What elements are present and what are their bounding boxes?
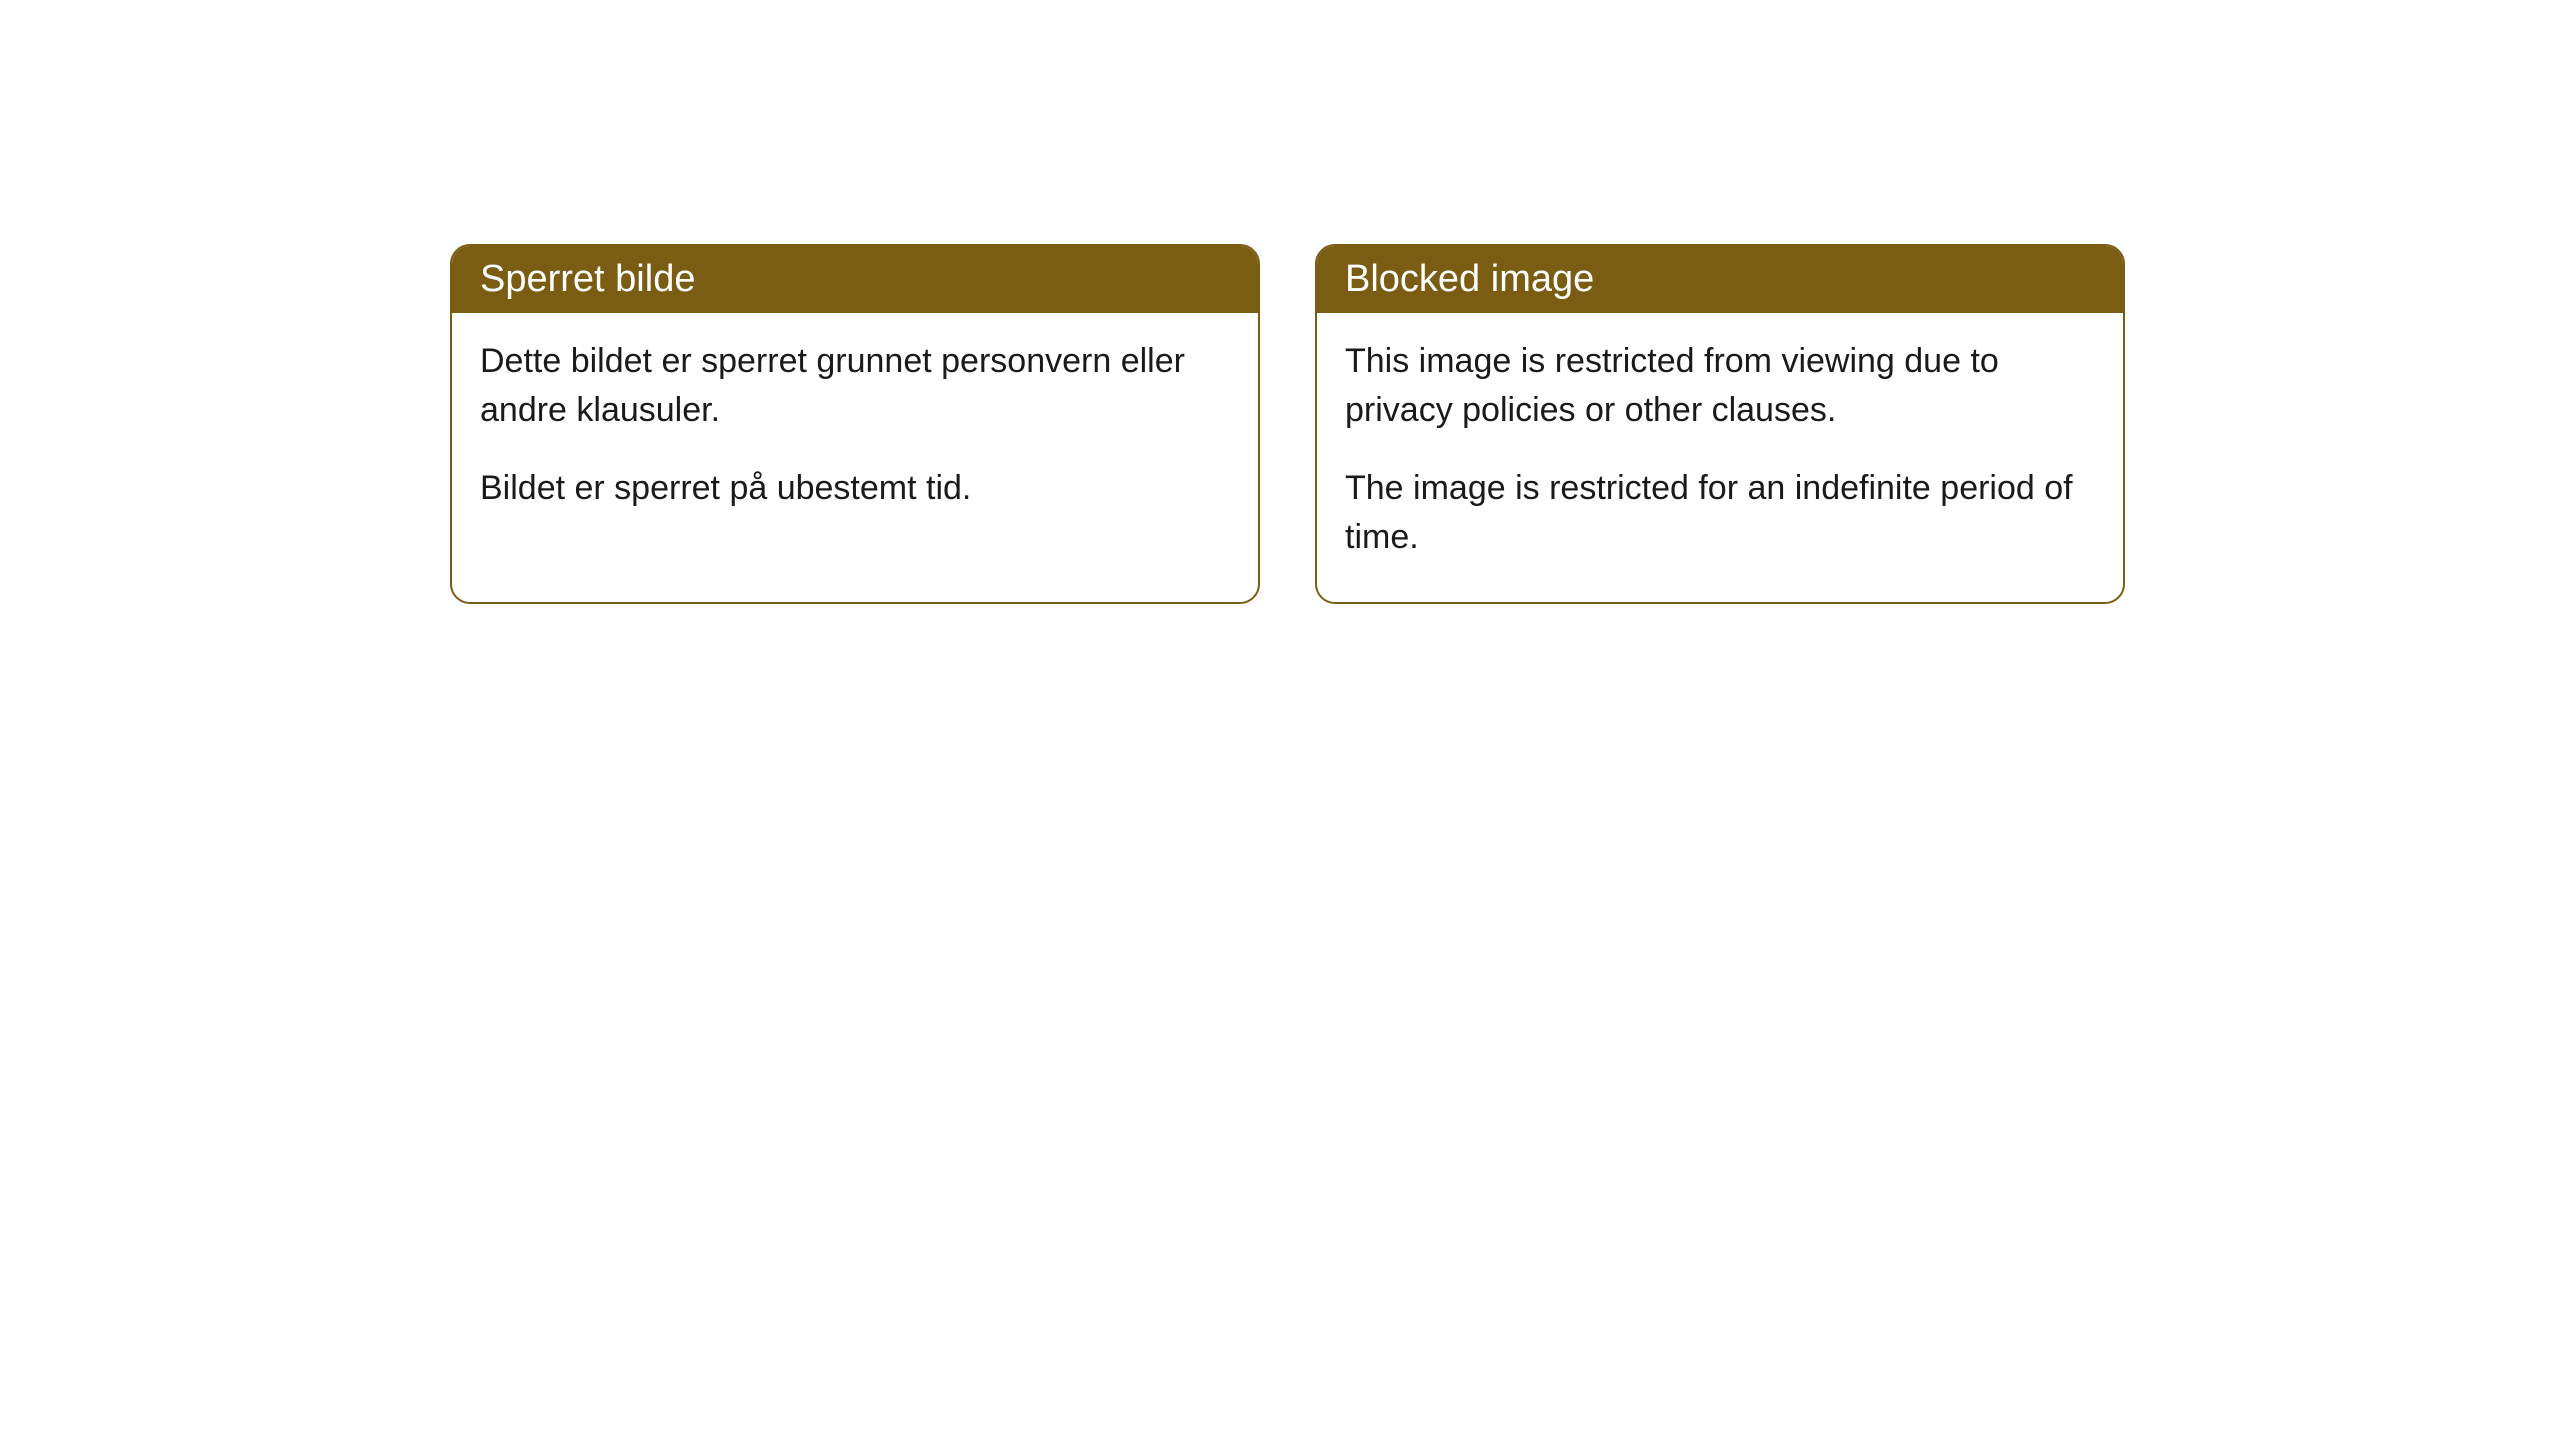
card-paragraph: The image is restricted for an indefinit…	[1345, 464, 2095, 563]
card-header: Sperret bilde	[452, 246, 1258, 313]
card-paragraph: Bildet er sperret på ubestemt tid.	[480, 464, 1230, 513]
card-paragraph: Dette bildet er sperret grunnet personve…	[480, 337, 1230, 436]
card-paragraph: This image is restricted from viewing du…	[1345, 337, 2095, 436]
notice-card-english: Blocked image This image is restricted f…	[1315, 244, 2125, 604]
card-header: Blocked image	[1317, 246, 2123, 313]
card-body: This image is restricted from viewing du…	[1317, 313, 2123, 602]
notice-card-norwegian: Sperret bilde Dette bildet er sperret gr…	[450, 244, 1260, 604]
card-body: Dette bildet er sperret grunnet personve…	[452, 313, 1258, 553]
notice-card-container: Sperret bilde Dette bildet er sperret gr…	[450, 244, 2125, 604]
card-title: Blocked image	[1345, 258, 1594, 300]
card-title: Sperret bilde	[480, 258, 695, 300]
